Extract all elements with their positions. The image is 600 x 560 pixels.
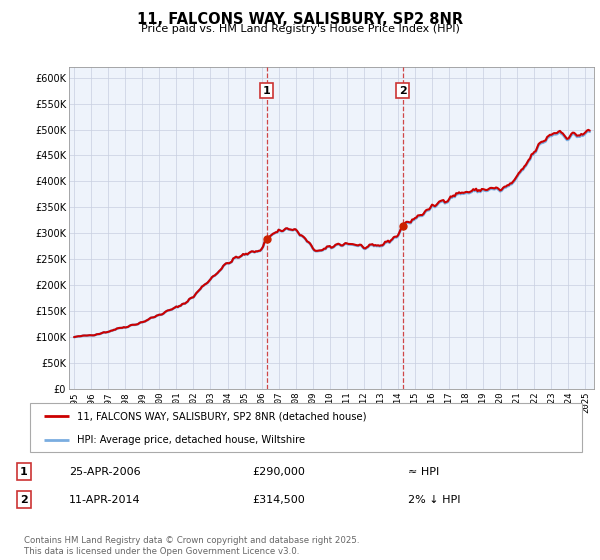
Text: 11, FALCONS WAY, SALISBURY, SP2 8NR (detached house): 11, FALCONS WAY, SALISBURY, SP2 8NR (det…: [77, 411, 367, 421]
Text: £314,500: £314,500: [252, 494, 305, 505]
Text: 2% ↓ HPI: 2% ↓ HPI: [408, 494, 461, 505]
Text: 2: 2: [20, 494, 28, 505]
Text: HPI: Average price, detached house, Wiltshire: HPI: Average price, detached house, Wilt…: [77, 435, 305, 445]
Text: 1: 1: [20, 466, 28, 477]
Text: 11, FALCONS WAY, SALISBURY, SP2 8NR: 11, FALCONS WAY, SALISBURY, SP2 8NR: [137, 12, 463, 27]
Text: £290,000: £290,000: [252, 466, 305, 477]
Text: 1: 1: [263, 86, 271, 96]
Text: 2: 2: [399, 86, 407, 96]
Text: Contains HM Land Registry data © Crown copyright and database right 2025.
This d: Contains HM Land Registry data © Crown c…: [24, 536, 359, 556]
Text: ≈ HPI: ≈ HPI: [408, 466, 439, 477]
Text: 11-APR-2014: 11-APR-2014: [69, 494, 140, 505]
Text: Price paid vs. HM Land Registry's House Price Index (HPI): Price paid vs. HM Land Registry's House …: [140, 24, 460, 34]
Text: 25-APR-2006: 25-APR-2006: [69, 466, 140, 477]
